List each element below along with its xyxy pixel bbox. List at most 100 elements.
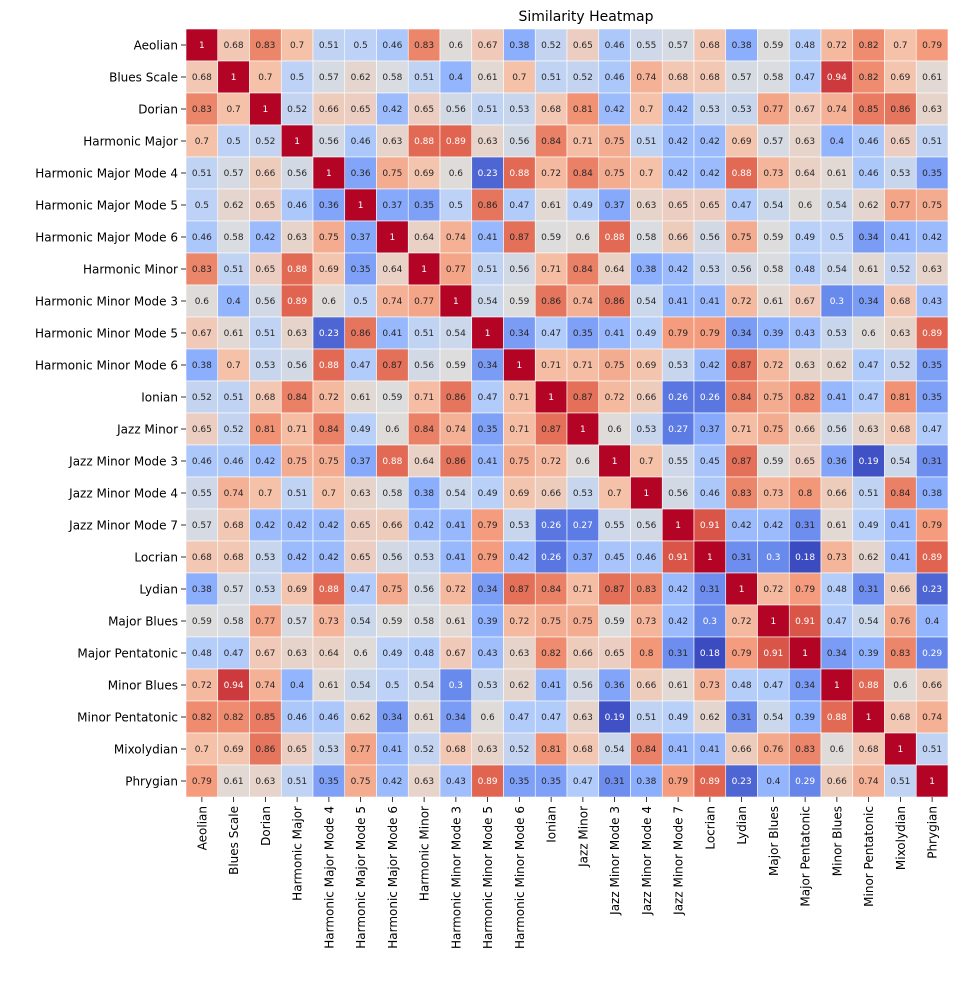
cell-value-label: 0.37 [351,457,371,467]
cell-value-label: 0.47 [509,713,529,723]
y-tick-label: Harmonic Minor Mode 5 [35,326,178,340]
heatmap-cell [598,700,631,734]
cell-value-label: 0.94 [827,73,847,83]
cell-value-label: 0.52 [573,73,593,83]
heatmap-cell [249,220,282,254]
cell-value-label: 0.56 [287,169,307,179]
x-tick-label: Dorian [259,806,273,846]
heatmap-cell [534,412,568,446]
cell-value-label: 0.51 [890,777,910,787]
heatmap-cell [725,188,758,222]
heatmap-cell [280,732,314,766]
heatmap-cell [471,124,504,158]
cell-value-label: 0.65 [255,265,275,275]
cell-value-label: 0.91 [763,649,783,659]
cell-value-label: 0.54 [446,489,466,499]
heatmap-cell [344,732,377,766]
cell-value-label: 0.69 [287,585,307,595]
cell-value-label: 0.38 [732,41,752,51]
cell-value-label: 0.56 [414,361,434,371]
cell-value-label: 0.49 [478,489,498,499]
cell-value-label: 0.87 [509,233,529,243]
heatmap-cell [820,668,854,702]
heatmap-cell [757,348,790,382]
heatmap-cell [598,380,631,414]
heatmap-cell [693,412,727,446]
cell-value-label: 0.41 [700,297,720,307]
cell-value-label: 0.53 [668,361,688,371]
cell-value-label: 0.67 [478,41,498,51]
heatmap-cell [820,316,854,350]
y-tick-label: Minor Pentatonic [77,710,178,724]
cell-value-label: 0.65 [795,457,815,467]
heatmap-cell [280,572,314,606]
heatmap-cell [820,572,854,606]
cell-value-label: 0.54 [414,681,434,691]
cell-value-label: 0.67 [795,297,815,307]
cell-value-label: 0.54 [763,201,783,211]
heatmap-cells [185,28,949,798]
cell-value-label: 0.53 [509,521,529,531]
cell-value-label: 0.56 [255,297,275,307]
cell-value-label: 0.34 [732,329,752,339]
heatmap-cell [439,316,473,350]
heatmap-cell [757,604,790,638]
cell-value-label: 0.63 [287,649,307,659]
heatmap-cell [820,764,854,798]
cell-value-label: 0.34 [509,329,529,339]
cell-value-label: 0.71 [414,393,434,403]
heatmap-cell [693,28,727,62]
cell-value-label: 0.66 [382,521,402,531]
cell-value-label: 0.68 [890,297,910,307]
heatmap-cell [884,156,917,190]
cell-value-label: 0.26 [668,393,688,403]
cell-value-label: 0.82 [859,41,879,51]
cell-value-label: 0.51 [478,265,498,275]
heatmap-cell [884,124,917,158]
heatmap-cell [661,476,695,510]
heatmap-cell [185,764,219,798]
cell-value-label: 0.58 [224,233,244,243]
cell-value-label: 0.6 [798,201,813,211]
cell-value-label: 0.84 [732,393,752,403]
heatmap-cell [312,732,346,766]
heatmap-cell [820,604,854,638]
y-tick-label: Jazz Minor Mode 7 [68,518,178,532]
cell-value-label: 0.53 [827,329,847,339]
cell-value-label: 0.62 [827,361,847,371]
heatmap-cell [566,540,600,574]
cell-value-label: 0.53 [700,265,720,275]
heatmap-cell [693,540,727,574]
heatmap-cell [820,444,854,478]
cell-value-label: 0.66 [636,681,656,691]
cell-value-label: 0.81 [573,105,593,115]
cell-value-label: 0.42 [700,169,720,179]
cell-value-label: 0.42 [319,521,339,531]
cell-value-label: 0.84 [890,489,910,499]
x-tick-label: Jazz Minor [576,806,590,868]
heatmap-cell [757,92,790,126]
cell-value-label: 0.27 [668,425,688,435]
cell-value-label: 0.79 [732,649,752,659]
heatmap-cell [344,700,377,734]
cell-value-label: 0.64 [414,233,434,243]
heatmap-cell [312,668,346,702]
cell-value-label: 0.67 [446,649,466,659]
cell-value-label: 0.5 [353,41,367,51]
cell-value-label: 0.88 [287,265,307,275]
cell-value-label: 0.71 [573,361,593,371]
cell-value-label: 0.88 [509,169,529,179]
cell-value-label: 0.4 [766,777,781,787]
cell-value-label: 0.88 [859,681,879,691]
heatmap-cell [503,444,536,478]
heatmap-cell [788,252,822,286]
heatmap-cell [661,92,695,126]
heatmap-cell [217,732,250,766]
cell-value-label: 0.3 [766,553,780,563]
heatmap-cell [376,316,409,350]
cell-value-label: 0.47 [763,681,783,691]
heatmap-cell [185,220,219,254]
cell-value-label: 0.7 [639,105,653,115]
cell-value-label: 0.81 [541,745,561,755]
heatmap-cell [312,220,346,254]
